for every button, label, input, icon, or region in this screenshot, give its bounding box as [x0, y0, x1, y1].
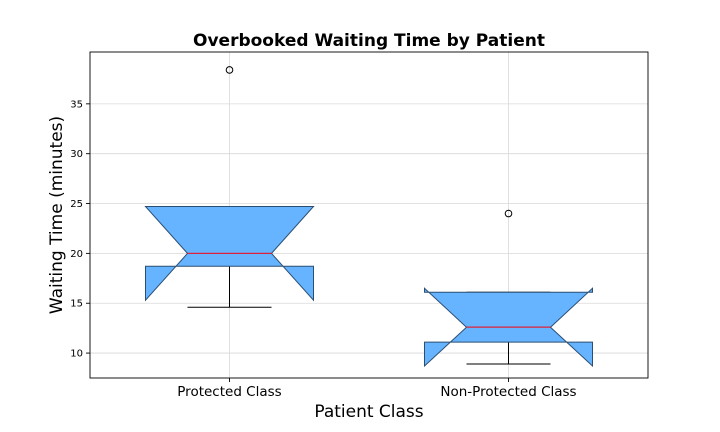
x-tick-label: Protected Class	[177, 384, 281, 400]
y-tick-label: 30	[70, 149, 83, 160]
box-protected-class	[144, 66, 315, 308]
y-tick-label: 20	[70, 249, 83, 260]
outlier-point	[225, 66, 234, 74]
y-tick-label: 10	[70, 349, 83, 360]
plot-frame	[89, 51, 649, 379]
y-tick-label: 25	[70, 199, 83, 210]
x-tick-label: Non-Protected Class	[440, 384, 576, 400]
box-non-protected-class	[424, 209, 593, 368]
outlier-point	[504, 209, 513, 218]
y-tick-label: 15	[70, 299, 83, 310]
box-series	[144, 66, 593, 368]
x-axis-label: Patient Class	[314, 402, 423, 422]
y-axis-label: Waiting Time (minutes)	[47, 116, 67, 314]
grid-lines	[90, 52, 648, 378]
chart-title: Overbooked Waiting Time by Patient	[193, 31, 545, 51]
axes: 10 15 20 25 30 35 Protected Class Non-Protected…	[70, 99, 576, 400]
y-tick-label: 35	[70, 99, 83, 110]
